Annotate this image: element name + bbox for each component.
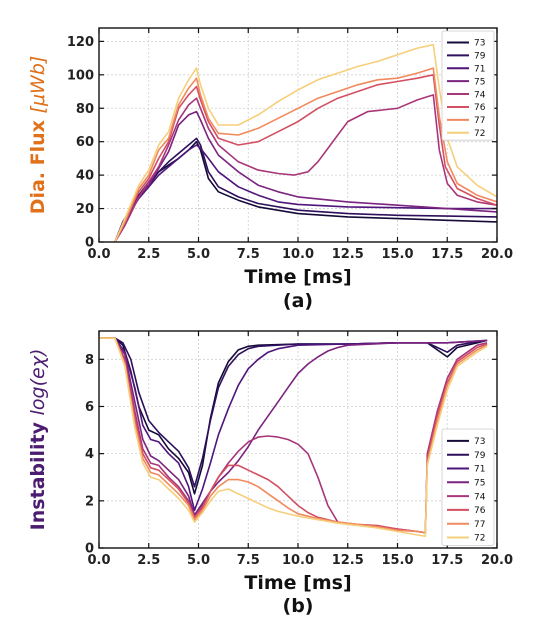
series-group — [99, 337, 488, 537]
panel-caption: (b) — [283, 595, 314, 617]
legend-label-72: 72 — [474, 534, 485, 544]
legend-label-79: 79 — [474, 451, 486, 461]
x-tick-label: 7.5 — [237, 247, 260, 262]
legend-label-73: 73 — [474, 39, 485, 49]
x-tick-label: 2.5 — [137, 553, 160, 568]
y-tick-label: 4 — [85, 447, 94, 462]
y-tick-label: 0 — [85, 236, 94, 251]
y-tick-label: 0 — [85, 542, 94, 557]
series-group — [114, 43, 497, 242]
series-line-74 — [99, 337, 488, 534]
legend-label-76: 76 — [474, 103, 486, 113]
legend-label-74: 74 — [474, 492, 486, 502]
y-axis-label-name: Dia. Flux — [27, 113, 49, 214]
series-line-71 — [99, 337, 488, 512]
y-tick-label: 2 — [85, 494, 94, 509]
x-tick-label: 20.0 — [481, 247, 513, 262]
x-tick-label: 0.0 — [87, 247, 110, 262]
legend-label-76: 76 — [474, 506, 486, 516]
legend: 73 79 71 75 74 76 77 72 — [441, 428, 495, 546]
legend-label-72: 72 — [474, 129, 485, 139]
chart-panel-b: 0.0 2.5 5.0 7.5 10.0 12.5 15.0 17.5 20.0 0 2 4 6 8 Tim… — [27, 330, 513, 617]
legend-label-71: 71 — [474, 64, 485, 74]
series-line-76 — [114, 74, 497, 242]
chart-panel-a: 0.0 2.5 5.0 7.5 10.0 12.5 15.0 17.5 20.0 0 20 40 60 8… — [27, 27, 513, 312]
series-line-77 — [114, 67, 497, 242]
x-tick-label: 10.0 — [282, 553, 314, 568]
legend-label-79: 79 — [474, 52, 486, 62]
series-line-79 — [99, 337, 488, 488]
series-line-73 — [114, 140, 497, 242]
y-tick-label: 120 — [67, 35, 94, 50]
x-tick-label: 0.0 — [87, 553, 110, 568]
series-line-76 — [99, 337, 488, 534]
x-tick-label: 20.0 — [481, 553, 513, 568]
y-axis-label-unit: log(eχ) — [27, 349, 49, 416]
y-axis-label: Dia. Flux [μWb] — [27, 56, 49, 215]
y-tick-label: 6 — [85, 400, 94, 415]
x-tick-label: 15.0 — [381, 553, 413, 568]
x-tick-label: 5.0 — [187, 247, 210, 262]
legend-label-77: 77 — [474, 520, 485, 530]
series-line-71 — [114, 144, 497, 242]
x-tick-label: 2.5 — [137, 247, 160, 262]
series-line-72 — [114, 43, 497, 242]
y-tick-label: 20 — [76, 202, 94, 217]
legend-label-73: 73 — [474, 437, 485, 447]
legend-label-77: 77 — [474, 116, 485, 126]
x-tick-label: 15.0 — [381, 247, 413, 262]
y-axis-label-name: Instability — [27, 415, 49, 530]
x-tick-label: 5.0 — [187, 553, 210, 568]
series-line-77 — [99, 337, 488, 534]
legend-label-75: 75 — [474, 77, 485, 87]
y-axis-label-unit: [μWb] — [27, 56, 49, 114]
series-line-73 — [99, 337, 488, 495]
x-tick-label: 12.5 — [332, 553, 364, 568]
y-tick-label: 80 — [76, 102, 94, 117]
series-line-72 — [99, 337, 488, 537]
legend-box — [441, 30, 495, 141]
legend-label-75: 75 — [474, 479, 485, 489]
x-tick-label: 17.5 — [431, 247, 463, 262]
legend-label-71: 71 — [474, 465, 485, 475]
series-line-75 — [99, 337, 488, 516]
y-tick-label: 8 — [85, 353, 94, 368]
series-line-75 — [114, 110, 497, 242]
legend-box — [441, 428, 495, 546]
y-axis-label: Instability log(eχ) — [27, 349, 49, 531]
legend: 73 79 71 75 74 76 77 72 — [441, 30, 495, 141]
x-axis-label: Time [ms] — [244, 572, 351, 594]
x-tick-label: 17.5 — [431, 553, 463, 568]
series-line-74 — [114, 94, 497, 242]
x-tick-label: 12.5 — [332, 247, 364, 262]
y-tick-label: 40 — [76, 169, 94, 184]
legend-label-74: 74 — [474, 90, 486, 100]
panel-caption: (a) — [283, 290, 313, 312]
x-tick-label: 7.5 — [237, 553, 260, 568]
x-tick-label: 10.0 — [282, 247, 314, 262]
x-axis-label: Time [ms] — [244, 266, 351, 288]
y-tick-label: 100 — [67, 68, 94, 83]
y-tick-label: 60 — [76, 135, 94, 150]
